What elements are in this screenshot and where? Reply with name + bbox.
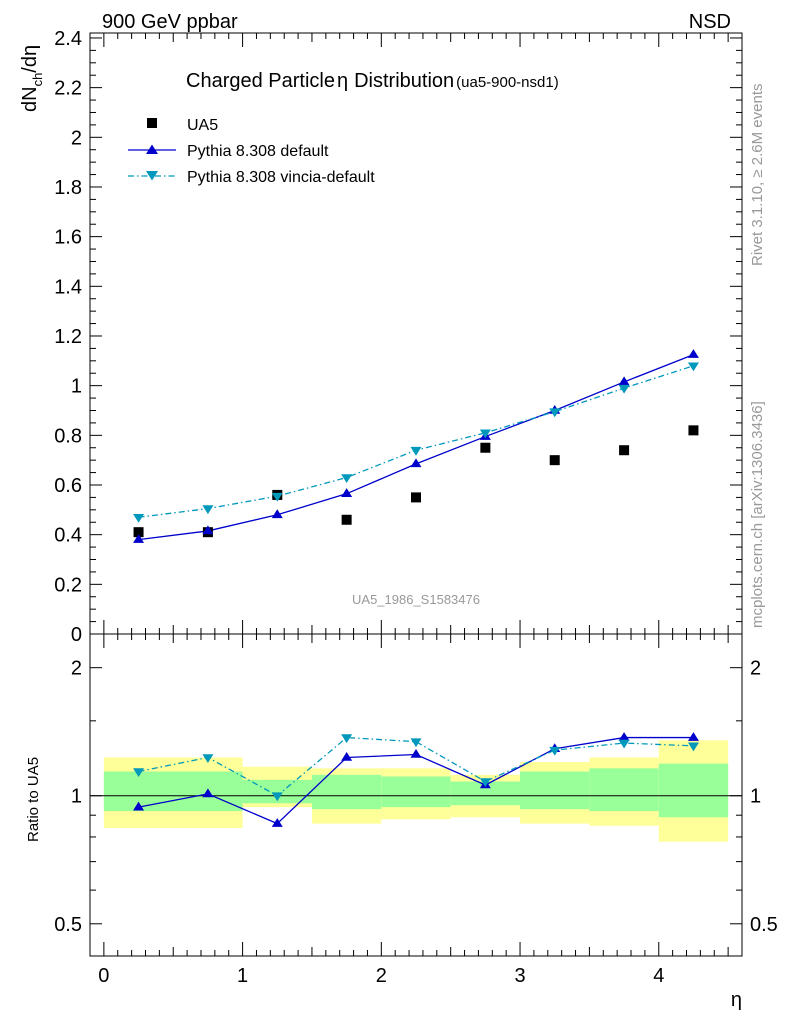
data-point-ua5: [549, 455, 560, 466]
process-label: NSD: [689, 11, 731, 33]
uncertainty-band-inner: [589, 768, 659, 812]
x-tick-label: 1: [237, 965, 248, 987]
ratio-point-pythia-default: [133, 801, 145, 811]
main-y-tick-label: 2.2: [54, 78, 82, 100]
legend-marker-ua5: [147, 118, 157, 128]
main-y-tick-label: 2: [71, 127, 82, 149]
legend-label-pythia-default: Pythia 8.308 default: [187, 143, 329, 160]
ratio-point-pythia-default: [410, 749, 422, 758]
ratio-point-pythia-vincia: [687, 742, 699, 752]
ratio-y-tick-label-right: 2: [750, 658, 761, 680]
legend-marker-pythia-vincia: [146, 171, 158, 181]
uncertainty-band-inner: [103, 771, 243, 812]
legend: UA5 Pythia 8.308 default Pythia 8.308 vi…: [128, 117, 375, 186]
analysis-watermark: UA5_1986_S1583476: [352, 592, 480, 607]
x-axis-label: η: [731, 989, 742, 1011]
data-point-pythia-vincia: [618, 384, 630, 394]
data-point-pythia-vincia: [479, 429, 491, 439]
main-y-tick-label: 1.8: [54, 177, 82, 199]
ratio-line-pythia-vincia: [138, 736, 694, 797]
ratio-point-pythia-vincia: [133, 768, 145, 778]
data-point-ua5: [688, 425, 699, 436]
ratio-point-pythia-default: [618, 732, 630, 741]
data-point-pythia-default: [687, 349, 699, 358]
uncertainty-band-inner: [311, 774, 382, 810]
main-y-tick-label: 0: [71, 624, 82, 646]
ratio-y-tick-label: 2: [71, 658, 82, 680]
data-point-ua5: [619, 445, 630, 456]
data-point-pythia-default: [618, 376, 630, 386]
ratio-y-axis-label: Ratio to UA5: [25, 757, 42, 842]
main-y-tick-label: 0.2: [54, 574, 82, 596]
chart-title: Charged Particle η Distribution (ua5-900-ns…: [186, 70, 559, 92]
data-point-pythia-vincia: [202, 505, 214, 515]
data-point-pythia-vincia: [549, 408, 561, 418]
ratio-point-pythia-default: [271, 818, 283, 827]
ratio-panel: 0 1 2 3 4 0.5 0.5 1 1 2 2: [54, 633, 778, 987]
data-point-pythia-default: [202, 525, 214, 535]
ratio-point-pythia-default: [202, 788, 214, 798]
data-point-ua5: [341, 514, 352, 525]
ratio-y-tick-label: 0.5: [54, 914, 82, 936]
main-y-tick-label: 1.4: [54, 276, 82, 298]
energy-label: 900 GeV ppbar: [102, 11, 238, 33]
main-y-tick-label: 0.6: [54, 475, 82, 497]
data-point-pythia-default: [271, 509, 283, 519]
ratio-point-pythia-vincia: [202, 754, 214, 763]
main-y-tick-label: 0.8: [54, 425, 82, 447]
main-y-tick-label: 0.4: [54, 525, 82, 547]
data-point-pythia-vincia: [271, 492, 283, 502]
data-point-ua5: [133, 527, 144, 538]
data-point-pythia-vincia: [341, 474, 353, 484]
uncertainty-band-inner: [658, 763, 729, 818]
ratio-point-pythia-vincia: [479, 778, 491, 788]
ratio-point-pythia-default: [687, 732, 699, 741]
uncertainty-band-inner: [242, 779, 312, 804]
x-tick-label: 4: [653, 965, 664, 987]
data-point-pythia-default: [410, 458, 422, 468]
legend-label-ua5: UA5: [187, 117, 218, 134]
data-point-pythia-default: [133, 534, 145, 543]
rivet-version-label: Rivet 3.1.10, ≥ 2.6M events: [749, 84, 766, 267]
ratio-y-tick-label: 1: [71, 786, 82, 808]
legend-marker-pythia-default: [146, 144, 158, 154]
main-y-tick-label: 1: [71, 376, 82, 398]
ratio-point-pythia-vincia: [271, 792, 283, 802]
uncertainty-band-inner: [450, 781, 521, 806]
ratio-frame: [89, 633, 743, 957]
uncertainty-band-inner: [520, 771, 590, 810]
ratio-y-tick-label-right: 0.5: [750, 914, 778, 936]
data-point-pythia-vincia: [410, 446, 422, 456]
ratio-point-pythia-vincia: [618, 739, 630, 749]
ratio-point-pythia-vincia: [549, 746, 561, 756]
data-point-ua5: [411, 492, 421, 503]
main-y-tick-label: 1.2: [54, 326, 82, 348]
ratio-point-pythia-vincia: [410, 738, 422, 748]
main-y-axis-label: dNch/dη: [19, 45, 45, 112]
data-point-pythia-vincia: [687, 362, 699, 372]
data-point-pythia-vincia: [133, 513, 145, 523]
uncertainty-band-inner: [381, 776, 451, 808]
ratio-point-pythia-default: [341, 751, 353, 761]
mcplots-label: mcplots.cern.ch [arXiv:1306.3436]: [749, 401, 766, 628]
ratio-y-tick-label-right: 1: [750, 786, 761, 808]
main-y-tick-label: 2.4: [54, 28, 82, 50]
x-tick-label: 2: [376, 965, 387, 987]
x-tick-label: 0: [98, 965, 109, 987]
ratio-point-pythia-vincia: [341, 734, 353, 744]
x-tick-label: 3: [514, 965, 525, 987]
main-y-tick-label: 1.6: [54, 227, 82, 249]
data-point-ua5: [480, 442, 491, 453]
data-point-pythia-default: [341, 488, 353, 497]
main-panel: 0 0.2 0.4 0.6 0.8 1 1.2 1.4 1.6 1.8 2 2.2 2.4 Charge…: [54, 28, 743, 646]
legend-label-pythia-vincia: Pythia 8.308 vincia-default: [187, 169, 375, 186]
